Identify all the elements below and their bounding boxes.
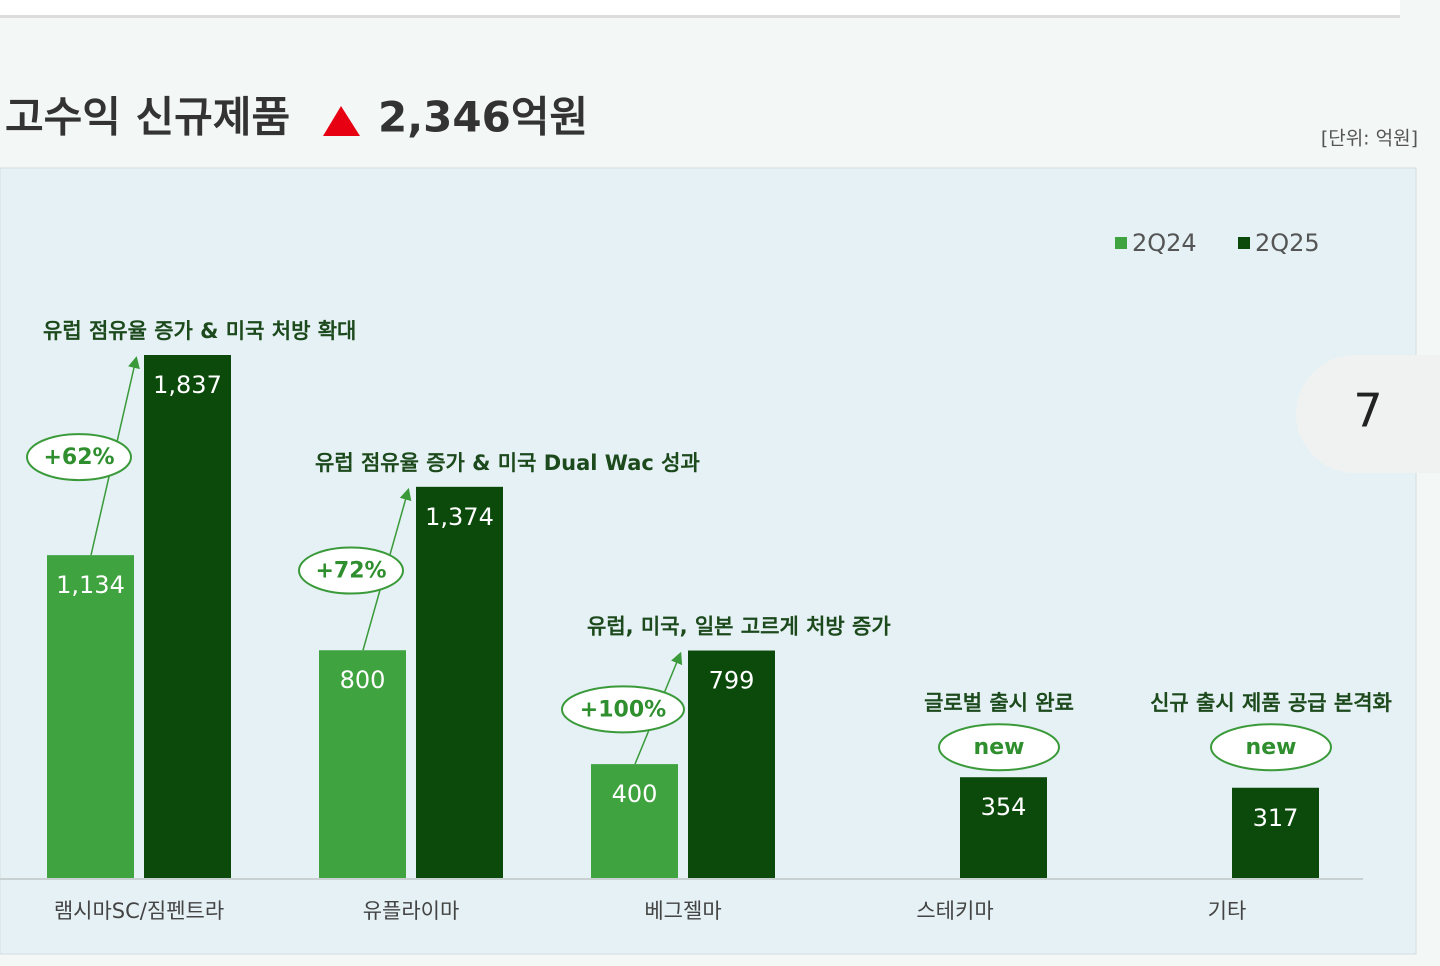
note-label: 글로벌 출시 완료	[924, 691, 1074, 715]
growth-label: +100%	[580, 697, 666, 722]
value-label: 1,134	[56, 571, 125, 599]
new-label: new	[1246, 735, 1297, 760]
new-label: new	[974, 735, 1025, 760]
growth-badge	[298, 546, 404, 595]
up-triangle	[323, 106, 360, 136]
note-label: 유럽 점유율 증가 & 미국 처방 확대	[43, 319, 356, 343]
legend-label: 2Q25	[1255, 229, 1320, 257]
value-label: 1,374	[425, 503, 494, 531]
bar	[47, 555, 134, 878]
note-label: 유럽, 미국, 일본 고르게 처방 증가	[587, 615, 891, 639]
new-badge	[1210, 723, 1332, 772]
page-tab	[1296, 355, 1440, 473]
value-label: 400	[612, 780, 658, 808]
new-badge	[938, 723, 1060, 772]
x-tick-label: 유플라이마	[363, 899, 460, 923]
x-tick-label: 램시마SC/짐펜트라	[54, 899, 224, 923]
bar	[688, 650, 775, 878]
top-card	[0, 0, 1400, 16]
growth-label: +62%	[43, 445, 114, 470]
legend-label: 2Q24	[1132, 229, 1197, 257]
legend-swatch	[1115, 237, 1127, 249]
title-value: 2,346억원	[378, 93, 588, 142]
x-tick-label: 베그젤마	[644, 899, 721, 923]
bar	[416, 486, 503, 878]
bar	[1232, 787, 1319, 878]
bar	[144, 355, 231, 878]
x-tick-label: 기타	[1208, 899, 1247, 923]
bar	[319, 650, 406, 878]
note-label: 신규 출시 제품 공급 본격화	[1150, 691, 1392, 715]
bar	[591, 764, 678, 878]
chart-title: 고수익 신규제품	[5, 93, 290, 142]
growth-badge	[26, 433, 132, 482]
value-label: 800	[340, 666, 386, 694]
value-label: 317	[1253, 804, 1299, 832]
note-label: 유럽 점유율 증가 & 미국 Dual Wac 성과	[315, 451, 700, 475]
growth-badge	[561, 685, 685, 734]
x-tick-label: 스테키마	[916, 899, 993, 923]
page-number: 7	[1353, 384, 1382, 438]
unit-label: [단위: 억원]	[1321, 128, 1418, 150]
legend-swatch	[1238, 237, 1250, 249]
value-label: 354	[981, 793, 1027, 821]
bar	[960, 777, 1047, 878]
value-label: 799	[709, 667, 755, 695]
top-card-shadow	[0, 15, 1400, 18]
growth-label: +72%	[315, 559, 386, 584]
value-label: 1,837	[153, 371, 222, 399]
